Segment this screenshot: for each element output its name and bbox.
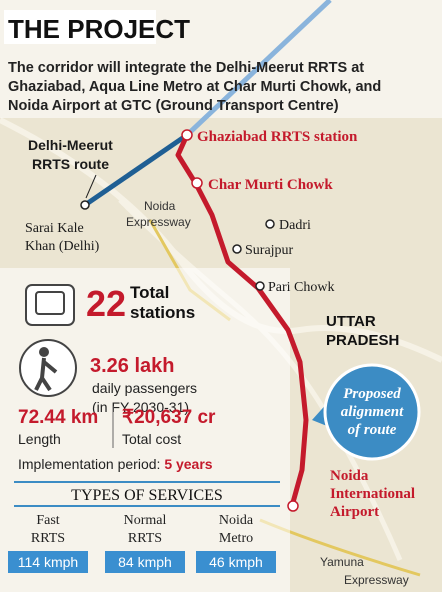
description: Noida Airport at GTC (Ground Transport C… — [8, 98, 339, 114]
station-label: Airport — [330, 504, 379, 520]
speed-box — [8, 551, 88, 573]
stat-label: Length — [18, 431, 61, 447]
stat-label: daily passengers — [92, 380, 197, 396]
speed-box — [105, 551, 185, 573]
title-box — [4, 10, 156, 44]
implementation-value: 5 years — [164, 456, 212, 472]
train-icon — [25, 284, 75, 326]
place-label: Surajpur — [245, 243, 294, 258]
services: Fast RRTS 114 kmph Normal RRTS 84 kmph Noida Me… — [8, 513, 276, 573]
place-marker — [265, 219, 275, 229]
service-name: RRTS — [128, 531, 162, 546]
place-marker — [232, 244, 242, 254]
service-name: RRTS — [31, 531, 65, 546]
badge-text: of route — [348, 422, 397, 438]
station-marker — [181, 129, 193, 141]
road-label: Expressway — [344, 573, 409, 587]
badge-text: Proposed — [343, 386, 401, 402]
service-name: Normal — [124, 513, 167, 528]
rrts-line-existing — [185, 0, 332, 137]
road-label: Expressway — [126, 215, 191, 229]
passenger-icon — [39, 347, 49, 357]
stat-value: 72.44 km — [18, 407, 98, 428]
passenger-icon — [34, 357, 58, 392]
station-label: International — [330, 486, 415, 502]
service-speed: 114 kmph — [18, 554, 78, 570]
place-marker — [255, 281, 265, 291]
title: THE PROJECT — [8, 14, 190, 44]
service-name: Fast — [36, 513, 59, 528]
badge — [323, 363, 421, 461]
description: Ghaziabad, Aqua Line Metro at Char Murti… — [8, 79, 381, 95]
speed-box — [196, 551, 276, 573]
service-name: Metro — [219, 531, 253, 546]
road-label: Noida — [144, 199, 176, 213]
station-label: Noida — [330, 468, 369, 484]
stat-label: stations — [130, 303, 195, 322]
place-label: Sarai Kale — [25, 221, 84, 236]
badge-text: alignment — [341, 404, 404, 420]
service-speed: 84 kmph — [118, 554, 172, 570]
implementation: Implementation period: 5 years — [18, 456, 213, 472]
passenger-icon — [19, 339, 77, 397]
service-speed: 46 kmph — [209, 554, 263, 570]
station-label: Char Murti Chowk — [208, 177, 333, 193]
implementation-label: Implementation period: — [18, 456, 160, 472]
stat-value: ₹20,637 cr — [122, 407, 216, 428]
service-name: Noida — [219, 513, 254, 528]
route-label: RRTS route — [32, 156, 109, 172]
place-label: Pari Chowk — [268, 280, 335, 295]
road-label: Yamuna — [320, 555, 364, 569]
state-label: UTTAR — [326, 313, 376, 330]
stat-value: 3.26 lakh — [90, 355, 175, 377]
station-marker — [287, 500, 299, 512]
stat-label: Total cost — [122, 431, 181, 447]
stat-label: Total — [130, 283, 169, 302]
station-label: Ghaziabad RRTS station — [197, 129, 358, 145]
route-label: Delhi-Meerut — [28, 137, 113, 153]
place-label: Dadri — [279, 218, 311, 233]
description: The corridor will integrate the Delhi-Me… — [8, 60, 364, 76]
station-marker — [80, 200, 90, 210]
state-label: PRADESH — [326, 332, 399, 349]
rrts-line — [83, 132, 189, 208]
services-title: TYPES OF SERVICES — [71, 487, 223, 504]
station-marker — [191, 177, 203, 189]
stat-label: (in FY 2030-31) — [92, 399, 189, 415]
train-icon — [35, 291, 65, 315]
stat-value: 22 — [86, 283, 126, 324]
leader-line — [85, 174, 97, 199]
place-label: Khan (Delhi) — [25, 239, 100, 254]
